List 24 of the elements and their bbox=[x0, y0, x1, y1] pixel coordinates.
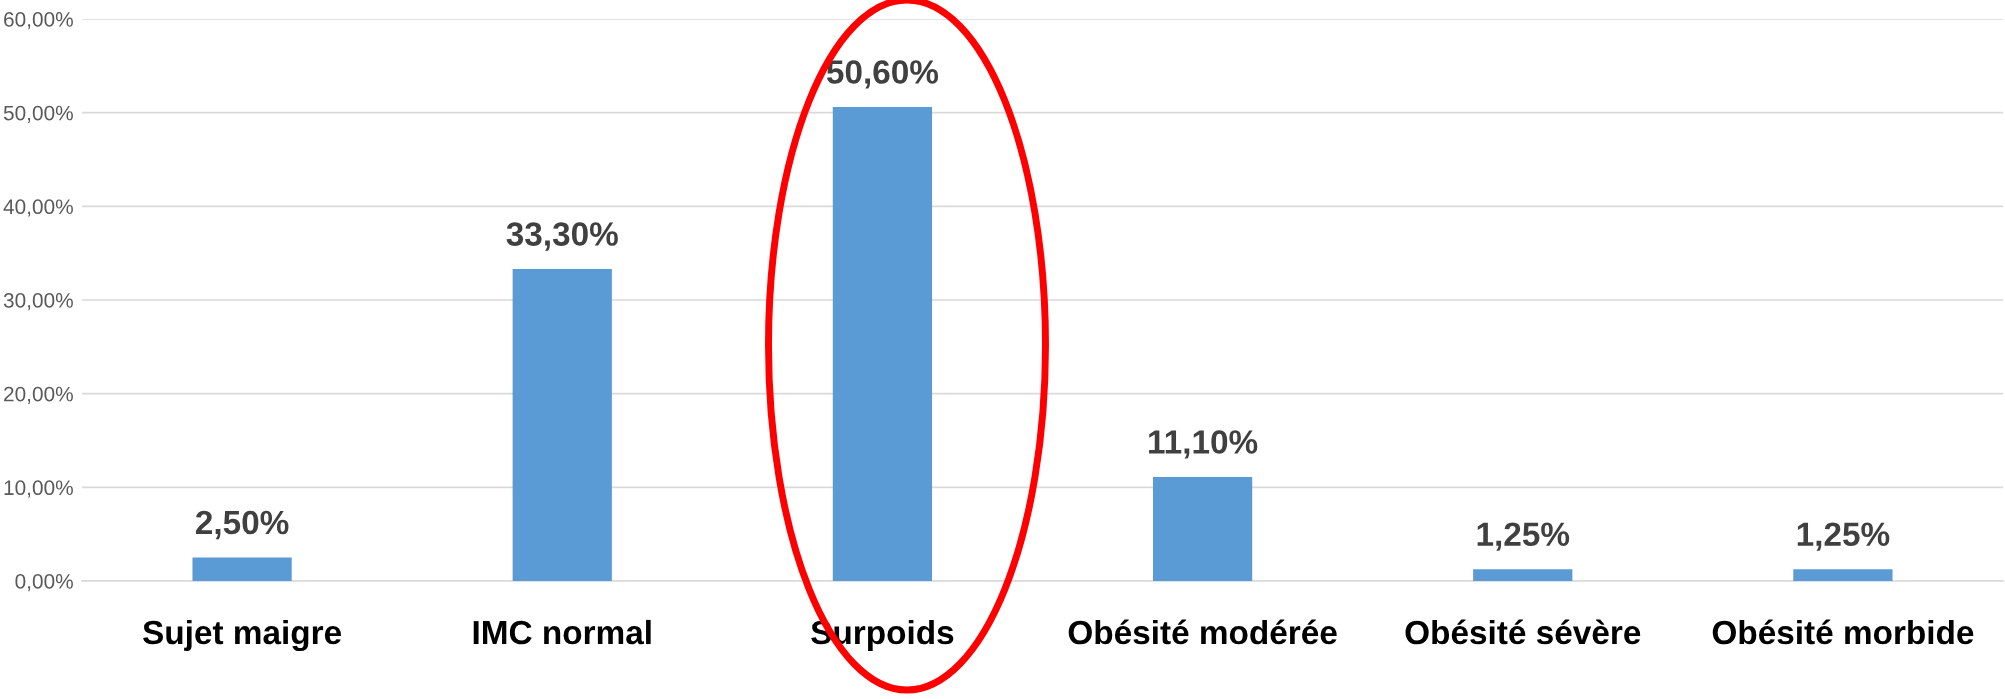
data-label: 1,25% bbox=[1477, 522, 1570, 551]
y-tick-label: 40,00% bbox=[3, 199, 73, 217]
y-tick-label: 50,00% bbox=[3, 105, 73, 123]
x-tick-label: IMC normal bbox=[473, 619, 651, 645]
x-tick-label: Sujet maigre bbox=[143, 619, 341, 652]
y-tick-label: 0,00% bbox=[15, 574, 73, 592]
data-label: 33,30% bbox=[506, 222, 618, 251]
y-tick-label: 20,00% bbox=[4, 386, 73, 404]
data-label: 11,10% bbox=[1149, 430, 1258, 459]
bar bbox=[1473, 569, 1573, 581]
bar bbox=[192, 557, 292, 581]
x-tick-label: Obésité modérée bbox=[1068, 619, 1337, 645]
bar bbox=[512, 269, 612, 581]
bar bbox=[832, 107, 933, 581]
bar bbox=[1793, 569, 1893, 581]
y-tick-label: 10,00% bbox=[4, 480, 73, 498]
data-label: 50,60% bbox=[826, 60, 939, 89]
data-label: 1,25% bbox=[1797, 522, 1890, 551]
y-tick-label: 30,00% bbox=[3, 293, 73, 311]
x-tick-label: Obésité morbide bbox=[1712, 619, 1974, 645]
bar bbox=[1152, 477, 1253, 581]
y-tick-label: 60,00% bbox=[4, 12, 73, 30]
x-tick-label: Obésité sévère bbox=[1405, 619, 1641, 645]
data-label: 2,50% bbox=[195, 510, 289, 540]
